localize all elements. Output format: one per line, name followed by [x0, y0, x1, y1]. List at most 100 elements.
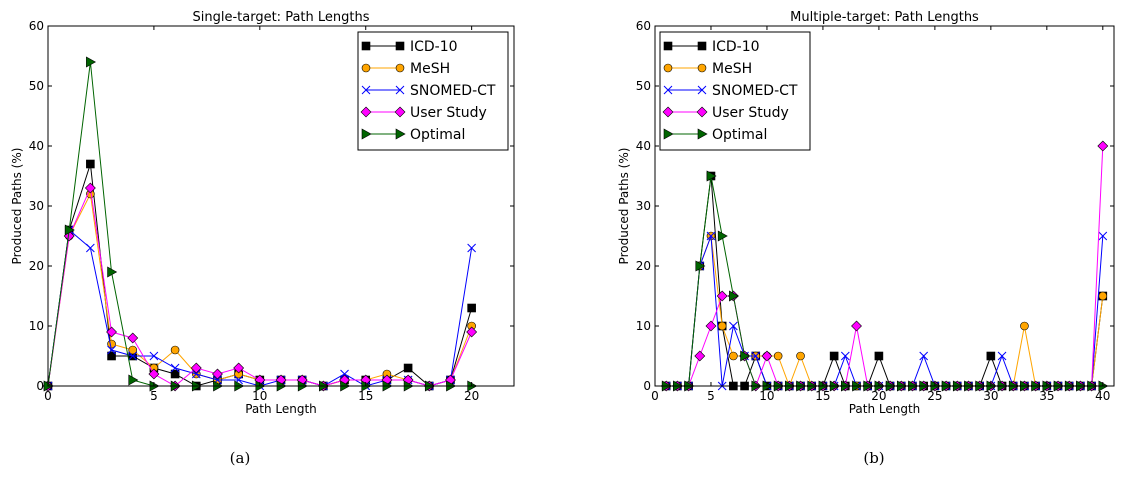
data-point-icd-10 — [86, 159, 95, 169]
legend-marker-optimal — [697, 128, 708, 140]
legend-marker-mesh — [663, 63, 673, 73]
data-point-optimal — [740, 350, 751, 362]
x-tick-label: 20 — [871, 389, 886, 403]
data-point-mesh — [128, 345, 138, 355]
legend-marker-mesh — [361, 63, 371, 73]
y-axis-label: Produced Paths (%) — [617, 148, 631, 265]
data-point-mesh — [1098, 291, 1108, 301]
data-point-snomed-ct — [751, 351, 761, 361]
data-point-user-study — [233, 362, 245, 374]
data-point-icd-10 — [403, 363, 413, 373]
data-point-snomed-ct — [997, 351, 1007, 361]
data-point-user-study — [851, 320, 862, 332]
legend-label-mesh: MeSH — [712, 61, 752, 77]
data-point-snomed-ct — [706, 231, 716, 241]
caption-a: (a) — [230, 449, 251, 467]
x-tick-label: 30 — [983, 389, 998, 403]
data-point-snomed-ct — [729, 321, 738, 331]
legend-label-optimal: Optimal — [712, 127, 767, 143]
legend: ICD-10 MeSH SNOMED-CT User Study Optimal — [659, 31, 811, 151]
data-point-mesh — [796, 351, 805, 361]
data-point-user-study — [190, 362, 202, 374]
data-point-snomed-ct — [340, 369, 349, 379]
legend-label-mesh: MeSH — [410, 61, 450, 77]
legend-marker-mesh — [697, 63, 707, 73]
legend-marker-icd-10 — [361, 41, 371, 51]
x-tick-label: 0 — [44, 389, 52, 403]
data-point-snomed-ct — [191, 369, 201, 379]
data-point-optimal — [729, 290, 739, 302]
chart-single-target: 0 5 10 15 20 0 10 20 30 40 50 60 Single-target: Path… — [10, 10, 515, 416]
data-point-icd-10 — [170, 369, 180, 379]
data-point-snomed-ct — [1098, 231, 1108, 241]
y-axis-label: Produced Paths (%) — [10, 148, 24, 265]
legend-marker-icd-10 — [395, 41, 405, 51]
data-point-snomed-ct — [919, 351, 929, 361]
y-tick-label: 50 — [29, 79, 44, 93]
data-point-user-study — [127, 332, 139, 344]
legend-marker-icd-10 — [697, 41, 707, 51]
data-point-snomed-ct — [840, 351, 850, 361]
legend-box — [659, 31, 811, 151]
series-line-snomed-ct — [47, 229, 473, 387]
x-axis-label: Path Length — [849, 402, 921, 416]
y-tick-label: 30 — [636, 199, 651, 213]
legend-label-snomed-ct: SNOMED-CT — [410, 83, 496, 99]
chart-multiple-target: 0 5 10 15 20 25 30 35 40 0 10 20 30 40 50 60 Multiple-ta… — [617, 10, 1115, 416]
legend-marker-optimal — [663, 128, 674, 140]
legend-marker-user-study — [696, 106, 708, 118]
x-tick-label: 40 — [1095, 389, 1110, 403]
data-point-snomed-ct — [149, 351, 159, 361]
legend: ICD-10 MeSH SNOMED-CT User Study Optimal — [357, 31, 509, 151]
data-point-icd-10 — [829, 351, 839, 361]
data-point-snomed-ct — [107, 345, 116, 355]
data-point-snomed-ct — [86, 243, 95, 253]
x-tick-label: 35 — [1039, 389, 1054, 403]
legend-marker-snomed-ct — [395, 85, 405, 95]
data-point-mesh — [773, 351, 783, 361]
y-tick-label: 10 — [29, 319, 44, 333]
chart-title: Multiple-target: Path Lengths — [790, 10, 979, 25]
y-tick-label: 30 — [29, 199, 44, 213]
x-tick-label: 5 — [150, 389, 158, 403]
legend-label-optimal: Optimal — [410, 127, 465, 143]
series-line-mesh — [666, 235, 1104, 388]
x-tick-label: 15 — [358, 389, 373, 403]
x-tick-label: 10 — [759, 389, 774, 403]
legend-box — [357, 31, 509, 151]
data-point-user-study — [716, 290, 728, 302]
y-tick-label: 60 — [29, 19, 44, 33]
data-point-optimal — [695, 260, 706, 272]
data-point-icd-10 — [467, 303, 476, 313]
y-tick-label: 40 — [636, 139, 651, 153]
data-point-user-study — [466, 326, 478, 338]
data-point-optimal — [706, 170, 717, 182]
y-tick-label: 0 — [36, 379, 44, 393]
x-tick-label: 0 — [651, 389, 659, 403]
data-point-optimal — [64, 224, 75, 236]
data-point-user-study — [106, 326, 117, 338]
data-point-user-study — [148, 368, 160, 380]
data-point-mesh — [170, 345, 180, 355]
data-point-snomed-ct — [170, 363, 180, 373]
data-point-icd-10 — [107, 351, 116, 361]
legend-marker-mesh — [395, 63, 405, 73]
legend-marker-snomed-ct — [697, 85, 707, 95]
data-point-user-study — [1097, 140, 1109, 152]
x-tick-label: 25 — [927, 389, 942, 403]
legend-marker-user-study — [394, 106, 406, 118]
y-tick-label: 40 — [29, 139, 44, 153]
legend-label-user-study: User Study — [712, 105, 789, 121]
x-tick-label: 5 — [707, 389, 715, 403]
legend-marker-snomed-ct — [361, 85, 371, 95]
legend-marker-snomed-ct — [663, 85, 673, 95]
legend-label-snomed-ct: SNOMED-CT — [712, 83, 798, 99]
x-axis-label: Path Length — [245, 402, 317, 416]
data-point-user-study — [694, 350, 706, 362]
data-point-icd-10 — [986, 351, 996, 361]
legend-marker-optimal — [395, 128, 406, 140]
data-point-optimal — [128, 374, 139, 386]
x-tick-label: 20 — [464, 389, 479, 403]
